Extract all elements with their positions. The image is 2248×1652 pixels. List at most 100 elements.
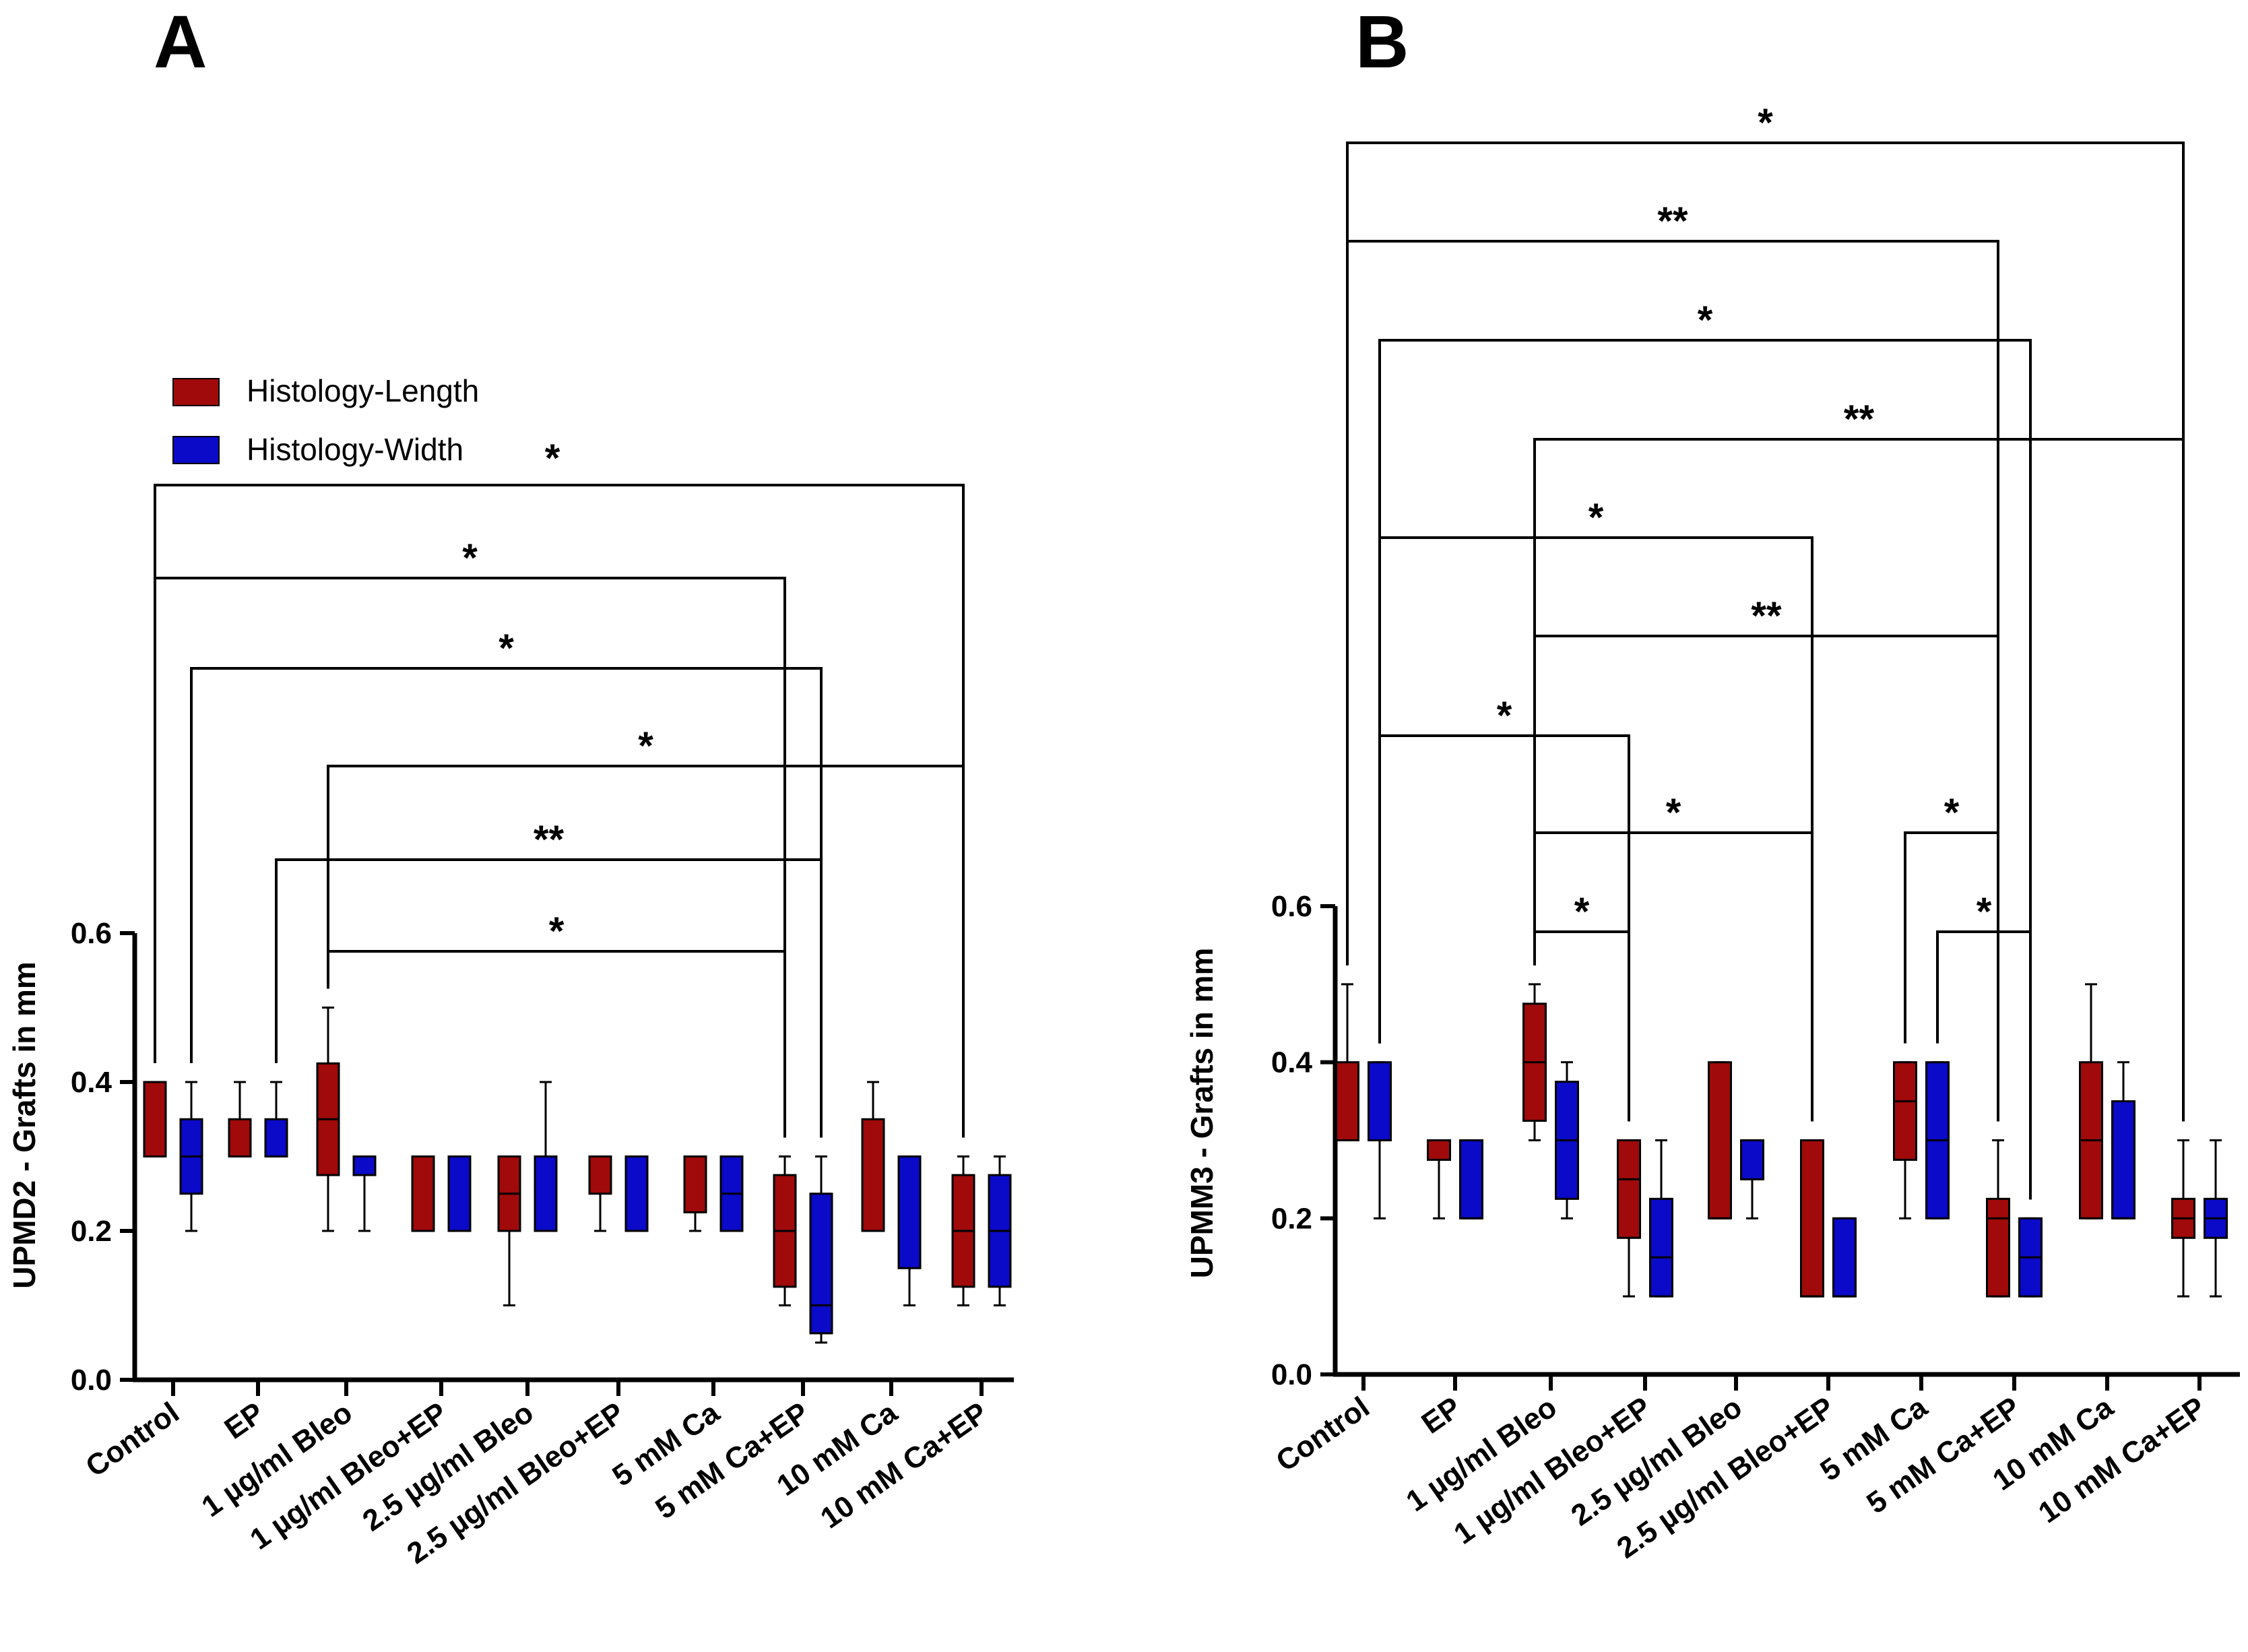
panel-a-significance-label: * [549, 910, 565, 953]
panel-a-length-box [683, 1155, 707, 1232]
panel-b-length-box [2171, 1139, 2195, 1298]
box-body [1368, 1061, 1392, 1141]
panel-b-significance-label: * [1758, 101, 1773, 145]
panel-b-significance-label: * [1977, 890, 1992, 934]
panel-a-length-box [228, 1081, 252, 1157]
panel-a-length-box [143, 1081, 167, 1157]
panel-a: A Histology-Length Histology-Width UPMD2… [7, 1, 1014, 1570]
panel-b-significance-label: * [1666, 791, 1681, 835]
panel-a-length-box [497, 1155, 521, 1306]
panel-b-comparison-bracket [1533, 930, 1630, 1122]
panel-a-width-box [897, 1155, 922, 1306]
panel-a-comparison-bracket [275, 858, 823, 1138]
panel-b-comparison-bracket [1904, 831, 1999, 1122]
panel-b-y-tick-label: 0.4 [1271, 1046, 1313, 1079]
box-body [1649, 1197, 1673, 1298]
panel-b-significance-label: * [1698, 298, 1713, 342]
legend-swatch-length [172, 378, 220, 406]
panel-a-length-box [951, 1155, 975, 1306]
legend-swatch-width [172, 436, 220, 464]
box-body [897, 1155, 922, 1269]
panel-a-width-box [624, 1155, 649, 1232]
box-body [1893, 1061, 1917, 1161]
panel-b-significance-label: * [1574, 890, 1590, 934]
panel-b-comparison-bracket [1936, 930, 2032, 1200]
panel-b-comparison-bracket [1533, 831, 1813, 1122]
panel-b-width-box [2204, 1139, 2228, 1298]
panel-b-width-box [1368, 1061, 1392, 1219]
panel-b-width-box [1832, 1217, 1857, 1298]
box-body [1832, 1217, 1857, 1298]
panel-b-comparison-bracket [1378, 734, 1630, 1122]
panel-b-width-box [1459, 1139, 1483, 1219]
panel-b-y-tick-label: 0.6 [1271, 890, 1312, 923]
panel-b-length-box [1335, 983, 1359, 1141]
box-body [1427, 1139, 1451, 1161]
panel-a-comparison-bracket [327, 950, 786, 1138]
panel-a-width-box [264, 1081, 288, 1157]
panel-b-length-box [1522, 983, 1547, 1141]
panel-a-comparison-bracket [154, 577, 786, 1138]
panel-b-y-tick-label: 0.0 [1271, 1358, 1312, 1391]
panel-a-width-box [447, 1155, 472, 1232]
box-body [2111, 1100, 2135, 1219]
panel-a-y-tick-label: 0.4 [71, 1066, 113, 1099]
panel-a-width-box [809, 1155, 833, 1344]
box-body [411, 1155, 435, 1232]
panel-b-width-box [1649, 1139, 1673, 1298]
panel-b-width-box [2018, 1217, 2043, 1298]
panel-a-significance-label: * [638, 724, 653, 768]
panel-a-width-box [179, 1081, 203, 1232]
panel-b-significance-label: ** [1751, 594, 1782, 638]
box-body [683, 1155, 707, 1213]
panel-a-length-box [588, 1155, 612, 1232]
box-body [534, 1155, 558, 1232]
box-body [1708, 1061, 1732, 1219]
box-body [143, 1081, 167, 1157]
panel-b-significance-label: * [1588, 496, 1604, 540]
panel-b-y-axis-title: UPMM3 - Grafts in mm [1184, 948, 1219, 1279]
panel-b-y-tick-label: 0.2 [1271, 1202, 1312, 1235]
box-body [1335, 1061, 1359, 1141]
panel-b-width-box [1925, 1061, 1950, 1219]
box-body [588, 1155, 612, 1195]
panel-a-length-box [861, 1081, 885, 1232]
box-body [447, 1155, 472, 1232]
panel-a-length-box [316, 1007, 340, 1232]
panel-a-width-box [988, 1155, 1012, 1306]
box-body [1986, 1197, 2010, 1298]
panel-a-y-tick-label: 0.0 [71, 1364, 112, 1397]
panel-b-significance-label: * [1497, 694, 1512, 738]
panel-b-length-box [1617, 1139, 1641, 1298]
box-body [861, 1118, 885, 1232]
panel-b-length-box [1708, 1061, 1732, 1219]
panel-a-width-box [352, 1155, 377, 1232]
panel-a-y-axis-title: UPMD2 - Grafts in mm [7, 961, 42, 1289]
panel-a-y-tick-label: 0.6 [71, 917, 112, 950]
legend: Histology-Length Histology-Width [172, 373, 479, 467]
panel-b-significance-label: * [1944, 791, 1960, 835]
legend-label-width: Histology-Width [247, 432, 463, 467]
box-body [1800, 1139, 1824, 1298]
panel-b-significance-label: ** [1657, 199, 1688, 243]
panel-b-length-box [2079, 983, 2103, 1219]
panel-a-significance-label: * [499, 627, 514, 670]
panel-b-length-box [1427, 1139, 1451, 1219]
box-body [1617, 1139, 1641, 1239]
panel-a-comparison-bracket [327, 765, 965, 1138]
box-body [1459, 1139, 1483, 1219]
panel-a-width-box [534, 1081, 558, 1232]
panel-a-letter: A [154, 1, 207, 84]
panel-a-significance-label: ** [534, 818, 565, 862]
box-body [1740, 1139, 1764, 1180]
panel-a-y-tick-label: 0.2 [71, 1215, 112, 1248]
box-body [809, 1193, 833, 1335]
box-body [264, 1118, 288, 1157]
panel-a-length-box [773, 1155, 797, 1306]
box-body [352, 1155, 377, 1176]
panel-a-length-box [411, 1155, 435, 1232]
panel-b-length-box [1986, 1139, 2010, 1298]
legend-label-length: Histology-Length [247, 373, 479, 408]
